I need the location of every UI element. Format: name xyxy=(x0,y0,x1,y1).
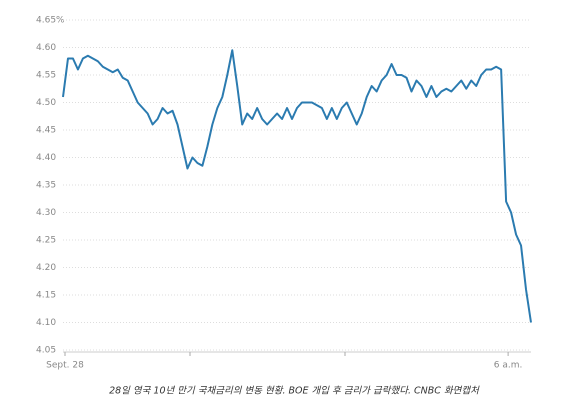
y-tick-label: 4.35 xyxy=(36,181,56,191)
y-tick-label: 4.40 xyxy=(36,153,56,163)
y-tick-label: 4.30 xyxy=(36,208,56,218)
y-tick-label: 4.50 xyxy=(36,98,56,108)
y-tick-label: 4.60 xyxy=(36,43,56,53)
y-tick-label: 4.05 xyxy=(36,346,56,356)
x-tick-label: Sept. 28 xyxy=(46,361,84,371)
y-tick-label: 4.45 xyxy=(36,126,56,136)
x-tick-label: 6 a.m. xyxy=(494,361,523,371)
y-tick-label: 4.15 xyxy=(36,291,56,301)
caption: 28일 영국 10년 만기 국채금리의 변동 현황. BOE 개입 후 금리가 … xyxy=(109,386,480,397)
y-tick-label: 4.25 xyxy=(36,236,56,246)
y-tick-label: 4.55 xyxy=(36,71,56,81)
y-tick-label: 4.65% xyxy=(36,16,65,26)
y-tick-label: 4.20 xyxy=(36,263,56,273)
y-tick-label: 4.10 xyxy=(36,318,56,328)
line xyxy=(62,49,532,323)
